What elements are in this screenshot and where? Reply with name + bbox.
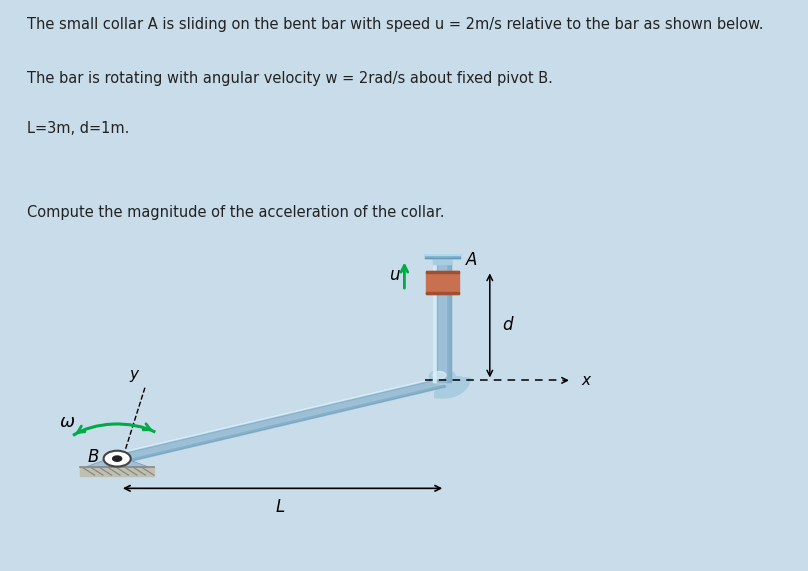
- Polygon shape: [436, 258, 452, 382]
- Text: The small collar A is sliding on the bent bar with speed u = 2m/s relative to th: The small collar A is sliding on the ben…: [27, 17, 764, 32]
- Polygon shape: [114, 377, 444, 461]
- Polygon shape: [86, 455, 149, 467]
- Polygon shape: [426, 292, 459, 294]
- Polygon shape: [81, 467, 154, 476]
- Polygon shape: [114, 377, 446, 464]
- Polygon shape: [426, 271, 459, 273]
- Polygon shape: [433, 258, 452, 264]
- Text: The bar is rotating with angular velocity w = 2rad/s about fixed pivot B.: The bar is rotating with angular velocit…: [27, 71, 553, 86]
- Bar: [425, 252, 460, 258]
- Circle shape: [103, 451, 131, 467]
- Text: d: d: [503, 316, 513, 335]
- Text: A: A: [465, 251, 477, 269]
- Polygon shape: [115, 379, 446, 464]
- Text: x: x: [582, 373, 591, 388]
- Text: L: L: [275, 497, 284, 516]
- Bar: [425, 252, 460, 255]
- Circle shape: [429, 369, 456, 384]
- Circle shape: [112, 456, 122, 461]
- Polygon shape: [433, 258, 452, 382]
- Bar: [426, 271, 459, 294]
- Polygon shape: [433, 258, 446, 382]
- Text: L=3m, d=1m.: L=3m, d=1m.: [27, 121, 129, 136]
- Text: y: y: [129, 367, 139, 382]
- Text: u: u: [389, 266, 400, 284]
- Text: Compute the magnitude of the acceleration of the collar.: Compute the magnitude of the acceleratio…: [27, 205, 444, 220]
- Circle shape: [433, 372, 446, 379]
- Text: B: B: [88, 448, 99, 466]
- Text: $\omega$: $\omega$: [59, 413, 75, 431]
